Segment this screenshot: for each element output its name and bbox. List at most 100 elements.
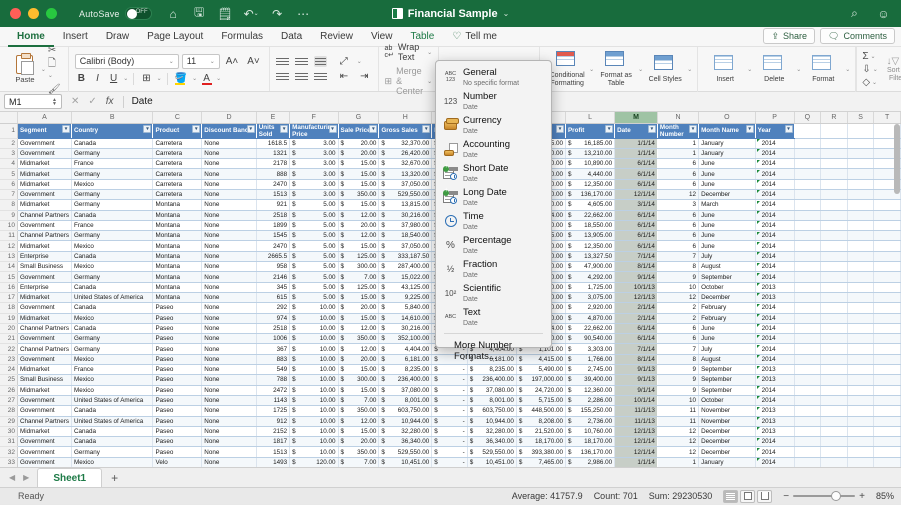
filter-icon[interactable]: ▾ xyxy=(143,125,152,133)
table-cell[interactable]: $2,920.00 xyxy=(565,302,616,314)
table-cell[interactable]: $333,187.50 xyxy=(378,251,433,263)
table-cell[interactable]: July xyxy=(698,251,756,263)
font-color-button[interactable]: A xyxy=(200,73,213,85)
table-cell[interactable]: January xyxy=(698,138,756,149)
table-cell[interactable]: $3.00 xyxy=(289,189,339,201)
table-row[interactable]: 2 Government Canada Carretera None 1618.5 $3.0… xyxy=(0,138,901,149)
empty-cell[interactable] xyxy=(847,333,875,345)
menu-item-currency[interactable]: Currency Date xyxy=(436,113,551,137)
empty-cell[interactable] xyxy=(873,138,901,149)
empty-cell[interactable] xyxy=(820,168,848,180)
table-cell[interactable]: $7.00 xyxy=(338,457,380,467)
table-cell[interactable]: $15.00 xyxy=(338,240,380,252)
table-cell[interactable]: 2 xyxy=(657,302,700,314)
table-cell[interactable]: 6 xyxy=(657,179,700,190)
empty-cell[interactable] xyxy=(873,148,901,160)
insert-cells-button[interactable]: Insert xyxy=(703,55,747,84)
table-cell[interactable]: $10.00 xyxy=(289,354,339,366)
table-cell[interactable]: $- xyxy=(431,343,468,355)
table-cell[interactable]: Paseo xyxy=(152,302,203,314)
table-cell[interactable]: $3,303.00 xyxy=(565,343,616,355)
align-middle-icon[interactable] xyxy=(294,56,308,67)
table-cell[interactable]: $- xyxy=(431,436,468,448)
table-cell[interactable]: $10.00 xyxy=(289,405,339,417)
conditional-formatting-button[interactable]: Conditional Formatting xyxy=(545,51,589,88)
table-cell[interactable]: $26,420.00 xyxy=(378,148,433,160)
table-column-header[interactable]: Country ▾ xyxy=(71,123,154,139)
table-cell[interactable]: Government xyxy=(17,220,72,232)
name-box-spinner[interactable]: ▲ ▼ xyxy=(52,96,57,107)
table-cell[interactable]: Paseo xyxy=(152,436,203,448)
format-painter-icon[interactable]: 🖌 xyxy=(47,83,61,95)
table-cell[interactable]: $8,235.00 xyxy=(467,364,517,376)
table-cell[interactable]: $8,208.00 xyxy=(516,416,566,427)
table-cell[interactable]: $20.00 xyxy=(338,302,380,314)
tab-page-layout[interactable]: Page Layout xyxy=(147,30,204,42)
table-column-header[interactable]: Year ▾ xyxy=(755,123,795,139)
prev-sheet-icon[interactable]: ◀ xyxy=(9,473,16,482)
table-cell[interactable]: None xyxy=(201,261,257,273)
table-cell[interactable]: $236,400.00 xyxy=(467,374,517,386)
table-cell[interactable]: Mexico xyxy=(71,457,154,467)
close-button[interactable] xyxy=(10,8,21,19)
table-row[interactable]: 24 Midmarket France Paseo None 549 $10.00 $15.0… xyxy=(0,364,901,376)
table-cell[interactable]: Canada xyxy=(71,138,154,149)
empty-cell[interactable] xyxy=(847,148,875,160)
table-cell[interactable]: $10.00 xyxy=(289,364,339,376)
empty-cell[interactable] xyxy=(873,168,901,180)
table-cell[interactable]: $24,720.00 xyxy=(516,385,566,396)
table-cell[interactable]: $15,022.00 xyxy=(378,271,433,283)
table-cell[interactable]: France xyxy=(71,220,154,232)
table-cell[interactable]: None xyxy=(201,385,257,396)
empty-cell[interactable] xyxy=(873,416,901,427)
table-cell[interactable]: 6 xyxy=(657,323,700,335)
empty-cell[interactable] xyxy=(873,302,901,314)
table-cell[interactable]: 788 xyxy=(256,374,291,386)
table-cell[interactable]: $10.00 xyxy=(289,395,339,407)
filter-icon[interactable]: ▾ xyxy=(605,125,614,133)
empty-cell[interactable] xyxy=(847,395,875,407)
empty-cell[interactable] xyxy=(873,333,901,345)
table-cell[interactable]: $10,760.00 xyxy=(565,426,616,438)
cell-styles-button[interactable]: Cell Styles xyxy=(643,55,687,84)
menu-item-general[interactable]: ABC 123 General No specific format xyxy=(436,65,551,89)
table-cell[interactable]: Germany xyxy=(71,189,154,201)
table-column-header[interactable]: Date ▾ xyxy=(614,123,658,139)
row-header[interactable]: 32 xyxy=(0,446,18,458)
zoom-control[interactable]: − + xyxy=(783,491,865,502)
table-cell[interactable]: Channel Partners xyxy=(17,323,72,335)
table-cell[interactable]: 2014 xyxy=(755,271,795,283)
name-box[interactable]: M1 ▲ ▼ xyxy=(4,94,62,109)
empty-cell[interactable] xyxy=(794,364,822,376)
table-cell[interactable]: Government xyxy=(17,446,72,458)
table-cell[interactable]: $- xyxy=(431,395,468,407)
empty-cell[interactable] xyxy=(873,323,901,335)
table-cell[interactable]: 2014 xyxy=(755,148,795,160)
table-cell[interactable]: $2,986.00 xyxy=(565,457,616,467)
table-cell[interactable]: $32,670.00 xyxy=(378,158,433,170)
table-cell[interactable]: 12 xyxy=(657,189,700,201)
table-column-header[interactable]: Sale Price ▾ xyxy=(338,123,380,139)
table-cell[interactable]: Canada xyxy=(71,282,154,293)
table-cell[interactable]: $10,451.00 xyxy=(378,457,433,467)
underline-dropdown-icon[interactable]: ⌄ xyxy=(123,76,129,82)
table-cell[interactable]: Midmarket xyxy=(17,426,72,438)
table-cell[interactable]: 1725 xyxy=(256,405,291,417)
borders-dropdown-icon[interactable]: ⌄ xyxy=(156,76,162,82)
table-cell[interactable]: October xyxy=(698,395,756,407)
enter-formula-icon[interactable]: ✓ xyxy=(88,96,97,107)
table-cell[interactable]: 12/1/13 xyxy=(614,426,658,438)
number-format-dropdown-menu[interactable]: ABC 123 General No specific format 123 Number… xyxy=(435,60,552,362)
table-cell[interactable]: Paseo xyxy=(152,364,203,376)
table-cell[interactable]: Mexico xyxy=(71,179,154,190)
table-cell[interactable]: Enterprise xyxy=(17,282,72,293)
row-header[interactable]: 17 xyxy=(0,292,18,304)
table-cell[interactable]: 9/1/14 xyxy=(614,271,658,283)
share-button[interactable]: ⇪ Share xyxy=(763,28,816,44)
table-cell[interactable]: 6/1/14 xyxy=(614,240,658,252)
table-cell[interactable]: 10 xyxy=(657,282,700,293)
tab-review[interactable]: Review xyxy=(320,30,353,42)
table-cell[interactable]: $3.00 xyxy=(289,179,339,190)
table-cell[interactable]: 12/1/14 xyxy=(614,436,658,448)
table-cell[interactable]: 958 xyxy=(256,261,291,273)
